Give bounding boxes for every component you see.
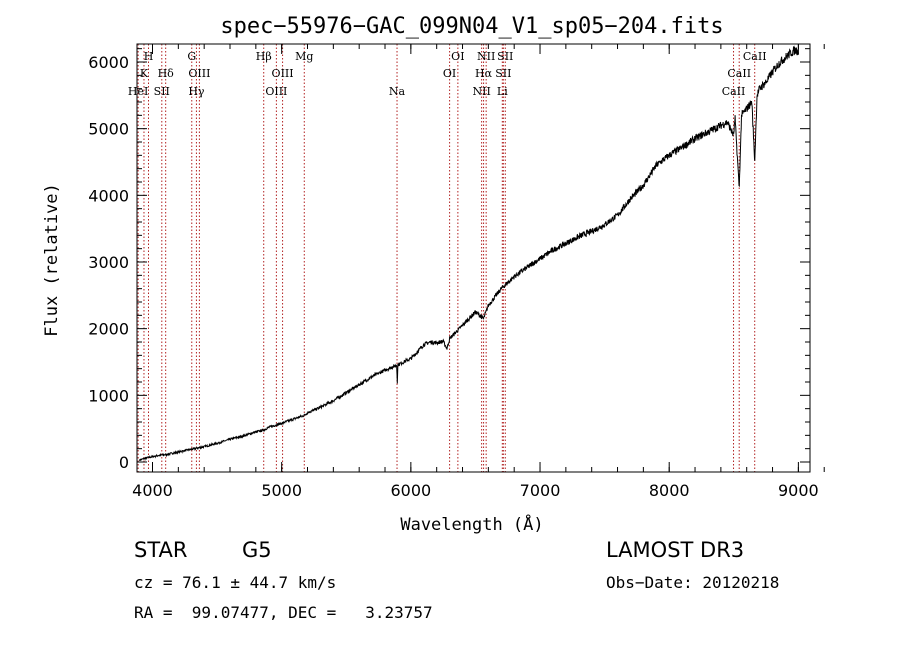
x-tick-label-3: 7000 <box>520 481 561 500</box>
line-label-6: Hγ <box>188 85 205 98</box>
line-label-4: Hδ <box>158 67 175 80</box>
y-tick-label-4: 4000 <box>88 186 129 205</box>
line-label-2: HeI <box>128 85 148 98</box>
chart-title: spec−55976−GAC_099N04_V1_sp05−204.fits <box>220 14 723 39</box>
y-tick-label-5: 5000 <box>88 120 129 139</box>
plot-frame <box>136 43 811 473</box>
line-label-16: Hα <box>475 67 493 80</box>
line-label-10: OIII <box>272 67 294 80</box>
line-label-0: K <box>140 67 149 80</box>
x-axis-label: Wavelength (Å) <box>400 513 543 535</box>
survey-name: LAMOST DR3 <box>606 538 745 562</box>
line-label-5: G <box>187 50 196 63</box>
line-label-9: OIII <box>265 85 287 98</box>
y-axis-label: Flux (relative) <box>42 183 62 337</box>
y-tick-label-2: 2000 <box>88 320 129 339</box>
x-tick-label-5: 9000 <box>778 481 819 500</box>
line-label-12: Na <box>389 85 406 98</box>
y-tick-label-1: 1000 <box>88 386 129 405</box>
coordinates: RA = 99.07477, DEC = 3.23757 <box>134 603 433 622</box>
obs-date: Obs−Date: 20120218 <box>606 573 780 592</box>
line-label-18: Li <box>497 85 508 98</box>
line-label-14: OI <box>451 50 464 63</box>
line-label-15: NII <box>472 85 490 98</box>
series-layer <box>139 45 799 461</box>
line-label-23: CaII <box>743 50 767 63</box>
y-tick-label-6: 6000 <box>88 53 129 72</box>
line-label-22: CaII <box>727 67 751 80</box>
object-class: STAR <box>134 538 188 562</box>
line-label-7: OIII <box>188 67 210 80</box>
axis-tick-labels: 4000 5000 6000 7000 8000 9000 0 1000 2000 3000 400… <box>88 53 818 500</box>
line-label-13: OI <box>443 67 456 80</box>
x-tick-label-4: 8000 <box>649 481 690 500</box>
line-label-21: CaII <box>722 85 746 98</box>
line-label-3: SII <box>154 85 170 98</box>
x-tick-label-2: 6000 <box>390 481 431 500</box>
line-label-1: H <box>144 50 154 63</box>
subclass: G5 <box>242 538 272 562</box>
line-label-17: NII <box>477 50 495 63</box>
y-tick-label-0: 0 <box>119 453 129 472</box>
redshift-velocity: cz = 76.1 ± 44.7 km/s <box>134 573 337 592</box>
y-tick-label-3: 3000 <box>88 253 129 272</box>
axis-ticks <box>137 44 825 472</box>
line-label-19: SII <box>495 67 511 80</box>
line-label-8: Hβ <box>256 50 272 63</box>
x-tick-label-0: 4000 <box>132 481 173 500</box>
line-label-11: Mg <box>295 50 313 63</box>
x-tick-label-1: 5000 <box>261 481 302 500</box>
spectrum-line <box>139 45 799 461</box>
spectral-line-markers <box>137 44 756 472</box>
line-label-20: SII <box>497 50 513 63</box>
